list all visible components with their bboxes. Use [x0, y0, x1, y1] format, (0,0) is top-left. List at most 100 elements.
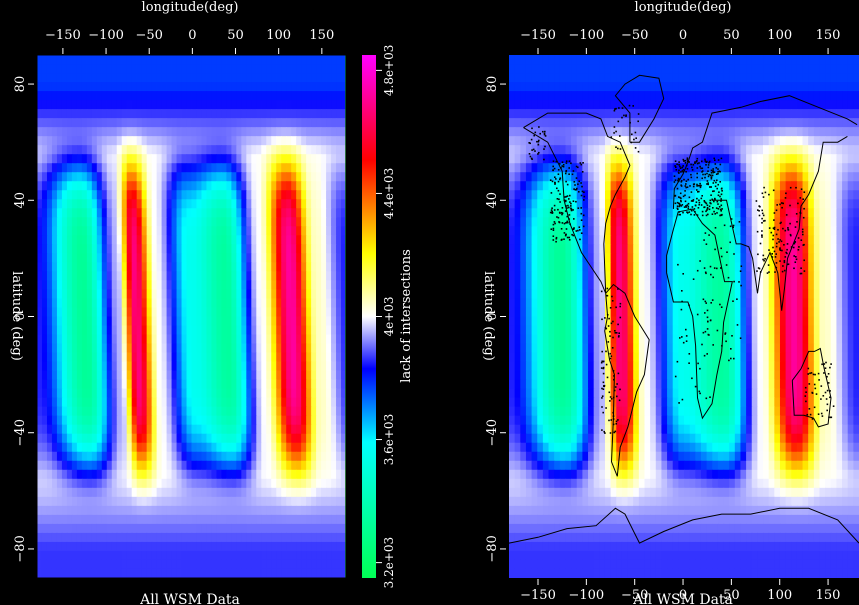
heatmap-cell: [729, 208, 736, 218]
heatmap-cell: [808, 226, 815, 236]
heatmap-cell: [236, 217, 242, 227]
heatmap-cell: [171, 550, 178, 561]
heatmap-cell: [196, 280, 203, 291]
heatmap-cell: [131, 433, 138, 444]
heatmap-cell: [261, 325, 267, 336]
heatmap-cell: [751, 235, 758, 245]
heatmap-cell: [286, 559, 292, 570]
heatmap-cell: [276, 370, 282, 381]
heatmap-cell: [176, 181, 183, 191]
heatmap-cell: [226, 397, 232, 408]
heatmap-cell: [66, 100, 73, 110]
heatmap-cell: [695, 163, 702, 173]
heatmap-cell: [246, 442, 252, 453]
heatmap-cell: [785, 172, 792, 182]
heatmap-cell: [311, 343, 317, 354]
heatmap-cell: [66, 181, 73, 191]
heatmap-cell: [51, 478, 58, 489]
heatmap-cell: [221, 64, 227, 74]
heatmap-cell: [146, 523, 153, 534]
heatmap-cell: [763, 199, 770, 209]
heatmap-cell: [763, 154, 770, 164]
heatmap-cell: [684, 91, 691, 101]
heatmap-cell: [266, 307, 272, 318]
heatmap-cell: [655, 163, 663, 173]
heatmap-cell: [712, 199, 719, 209]
heatmap-cell: [61, 550, 68, 561]
heatmap-cell: [181, 478, 188, 489]
heatmap-cell: [261, 82, 267, 92]
heatmap-cell: [221, 100, 227, 110]
heatmap-cell: [853, 109, 859, 119]
heatmap-cell: [241, 523, 247, 534]
heatmap-cell: [678, 100, 685, 110]
heatmap-cell: [116, 505, 123, 516]
heatmap-cell: [326, 244, 332, 254]
heatmap-cell: [321, 559, 327, 570]
heatmap-cell: [146, 91, 153, 101]
heatmap-cell: [842, 145, 849, 155]
heatmap-cell: [706, 82, 713, 92]
heatmap-cell: [71, 82, 78, 92]
heatmap-cell: [576, 154, 583, 164]
heatmap-cell: [655, 127, 663, 137]
heatmap-cell: [331, 487, 337, 498]
heatmap-cell: [729, 145, 736, 155]
heatmap-cell: [341, 487, 346, 498]
heatmap-cell: [221, 388, 227, 399]
heatmap-cell: [326, 514, 332, 525]
heatmap-cell: [37, 181, 43, 191]
heatmap-cell: [101, 334, 108, 345]
heatmap-cell: [802, 118, 809, 128]
heatmap-cell: [768, 82, 775, 92]
heatmap-cell: [599, 64, 606, 74]
heatmap-cell: [531, 55, 538, 65]
heatmap-cell: [156, 208, 163, 218]
heatmap-cell: [141, 307, 148, 318]
heatmap-cell: [311, 271, 317, 282]
heatmap-cell: [256, 415, 262, 426]
heatmap-cell: [37, 280, 43, 291]
heatmap-cell: [86, 289, 93, 300]
heatmap-cell: [201, 442, 208, 453]
heatmap-cell: [51, 244, 58, 254]
heatmap-cell: [206, 550, 213, 561]
heatmap-cell: [221, 253, 227, 263]
heatmap-cell: [525, 190, 533, 200]
heatmap-cell: [241, 307, 247, 318]
heatmap-cell: [729, 127, 736, 137]
heatmap-cell: [71, 334, 78, 345]
heatmap-cell: [717, 82, 725, 92]
heatmap-cell: [286, 505, 292, 516]
heatmap-cell: [37, 388, 43, 399]
heatmap-cell: [616, 118, 623, 128]
heatmap-cell: [525, 82, 533, 92]
heatmap-cell: [286, 550, 292, 561]
heatmap-cell: [236, 496, 242, 507]
heatmap-cell: [251, 505, 257, 516]
heatmap-cell: [291, 487, 297, 498]
heatmap-cell: [226, 487, 232, 498]
heatmap-cell: [825, 154, 832, 164]
heatmap-cell: [251, 244, 257, 254]
heatmap-cell: [201, 523, 208, 534]
heatmap-cell: [121, 253, 128, 263]
heatmap-cell: [37, 298, 43, 309]
heatmap-cell: [740, 217, 747, 227]
heatmap-cell: [311, 505, 317, 516]
heatmap-cell: [593, 163, 600, 173]
heatmap-cell: [729, 244, 736, 254]
heatmap-cell: [650, 154, 657, 164]
heatmap-cell: [136, 433, 143, 444]
heatmap-cell: [156, 388, 163, 399]
heatmap-cell: [582, 163, 589, 173]
heatmap-cell: [146, 136, 153, 146]
heatmap-cell: [86, 73, 93, 83]
heatmap-cell: [166, 496, 173, 507]
heatmap-cell: [644, 181, 651, 191]
heatmap-cell: [251, 550, 257, 561]
heatmap-cell: [76, 496, 83, 507]
heatmap-cell: [644, 100, 651, 110]
heatmap-cell: [301, 262, 307, 273]
heatmap-cell: [191, 280, 198, 291]
